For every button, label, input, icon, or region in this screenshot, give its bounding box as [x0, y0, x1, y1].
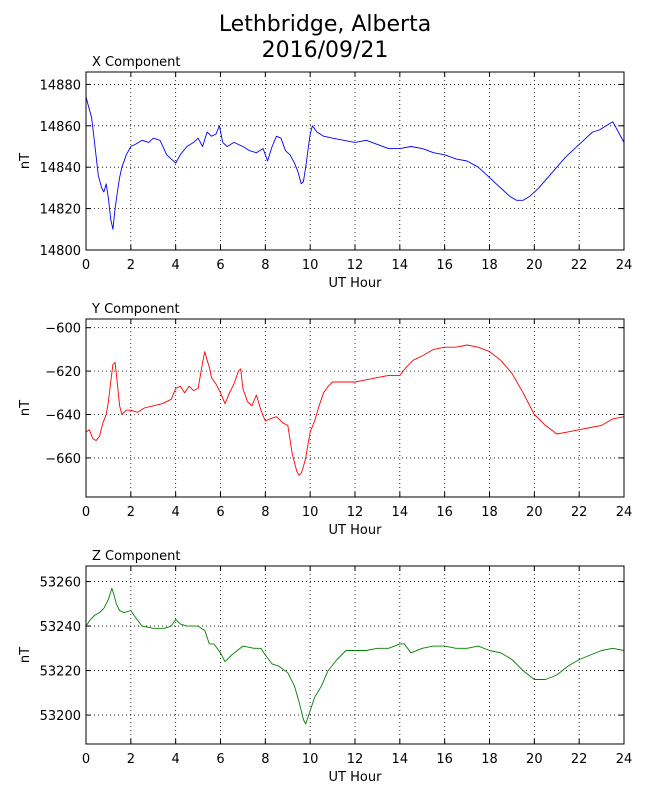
x-tick-label: 4	[172, 258, 180, 273]
figure-title-line1: Lethbridge, Alberta	[218, 12, 432, 37]
panel-z-component: 0 2 4 6 8 10 12 14 16 18 20 22 245320053220532405326…	[18, 549, 632, 785]
x-tick-label: 18	[481, 258, 498, 273]
x-tick-label: 12	[347, 752, 364, 767]
x-tick-label: 16	[436, 752, 453, 767]
x-tick-label: 8	[261, 258, 269, 273]
figure-title-line2: 2016/09/21	[261, 38, 389, 63]
y-tick-label: 14800	[40, 244, 81, 259]
x-tick-label: 24	[616, 258, 633, 273]
series-line-x	[85, 96, 625, 230]
panel-title: X Component	[92, 55, 181, 70]
y-axis-label: nT	[18, 400, 33, 416]
x-tick-label: 4	[172, 505, 180, 520]
x-axis-label: UT Hour	[329, 523, 383, 538]
x-tick-label: 14	[392, 258, 409, 273]
x-axis-label: UT Hour	[329, 770, 383, 785]
panel-title: Z Component	[92, 549, 181, 564]
x-tick-label: 4	[172, 752, 180, 767]
panel-x-component: 0 2 4 6 8 10 12 14 16 18 20 22 241480014820148401486…	[18, 55, 632, 291]
x-tick-label: 8	[261, 505, 269, 520]
x-tick-label: 18	[481, 752, 498, 767]
x-tick-label: 20	[526, 258, 543, 273]
x-tick-label: 22	[571, 752, 588, 767]
y-tick-label: 53220	[40, 665, 81, 680]
x-tick-label: 2	[127, 505, 135, 520]
y-tick-label: −660	[45, 452, 81, 467]
x-tick-label: 16	[436, 258, 453, 273]
y-tick-label: 14840	[40, 161, 81, 176]
panel-title: Y Component	[91, 302, 180, 317]
x-tick-label: 0	[82, 752, 90, 767]
y-tick-label: −640	[45, 409, 81, 424]
x-tick-label: 6	[216, 752, 224, 767]
x-axis-label: UT Hour	[329, 276, 383, 291]
x-tick-label: 0	[82, 258, 90, 273]
x-tick-label: 14	[392, 752, 409, 767]
x-tick-label: 12	[347, 258, 364, 273]
x-tick-label: 22	[571, 505, 588, 520]
series-line-y	[85, 344, 625, 476]
x-tick-label: 10	[302, 752, 319, 767]
y-tick-label: 53200	[40, 709, 81, 724]
y-tick-label: 14880	[40, 78, 81, 93]
x-tick-label: 24	[616, 505, 633, 520]
x-tick-label: 6	[216, 505, 224, 520]
x-tick-label: 24	[616, 752, 633, 767]
x-tick-label: 10	[302, 505, 319, 520]
x-tick-label: 20	[526, 752, 543, 767]
x-tick-label: 18	[481, 505, 498, 520]
x-tick-label: 6	[216, 258, 224, 273]
x-tick-label: 22	[571, 258, 588, 273]
y-tick-label: −620	[45, 365, 81, 380]
x-tick-label: 10	[302, 258, 319, 273]
y-tick-label: 53240	[40, 620, 81, 635]
x-tick-label: 2	[127, 752, 135, 767]
x-tick-label: 8	[261, 752, 269, 767]
y-tick-label: 14860	[40, 120, 81, 135]
x-tick-label: 12	[347, 505, 364, 520]
x-tick-label: 0	[82, 505, 90, 520]
y-tick-label: −600	[45, 322, 81, 337]
x-tick-label: 20	[526, 505, 543, 520]
x-tick-label: 16	[436, 505, 453, 520]
x-tick-label: 14	[392, 505, 409, 520]
y-tick-label: 14820	[40, 203, 81, 218]
x-tick-label: 2	[127, 258, 135, 273]
y-axis-label: nT	[18, 153, 33, 169]
y-axis-label: nT	[18, 647, 33, 663]
y-tick-label: 53260	[40, 576, 81, 591]
series-line-z	[85, 587, 625, 725]
figure-title: Lethbridge, Alberta 2016/09/21	[0, 12, 650, 64]
